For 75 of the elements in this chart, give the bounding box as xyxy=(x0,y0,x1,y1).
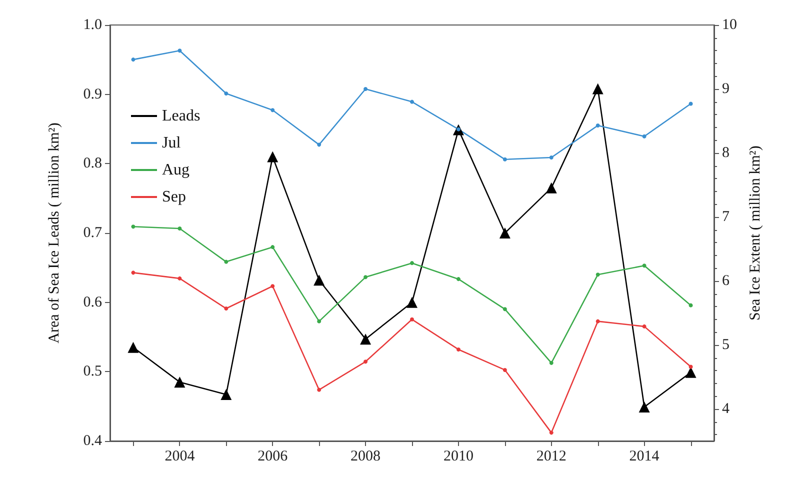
y2-tick-label: 7 xyxy=(722,209,730,225)
legend-label: Sep xyxy=(162,188,186,206)
y-tick-label: 0.4 xyxy=(83,433,102,449)
y-tick-label: 1.0 xyxy=(83,17,102,33)
point xyxy=(317,142,322,147)
x-tick-label: 2014 xyxy=(629,448,660,464)
point xyxy=(270,284,275,288)
y-tick-label: 0.6 xyxy=(83,294,102,310)
point xyxy=(131,58,136,62)
point xyxy=(364,275,368,280)
point xyxy=(549,430,554,435)
point xyxy=(456,347,460,352)
point xyxy=(224,260,228,264)
point xyxy=(317,319,322,324)
legend-label: Leads xyxy=(162,108,200,124)
point xyxy=(642,264,646,268)
point xyxy=(364,87,368,91)
point xyxy=(642,324,646,328)
y-tick-label: 0.7 xyxy=(83,225,102,241)
point xyxy=(642,134,646,138)
y-axis-title: Area of Sea Ice Leads ( million km²) xyxy=(46,122,62,344)
x-tick-label: 2012 xyxy=(536,448,566,464)
point xyxy=(549,360,554,365)
point xyxy=(270,108,275,112)
y-tick-label: 0.5 xyxy=(83,364,102,380)
y2-tick-label: 6 xyxy=(722,273,730,289)
y2-axis-title: Sea Ice Extent ( million km²) xyxy=(747,146,764,320)
point xyxy=(267,151,278,162)
y-tick-label: 0.8 xyxy=(83,156,102,172)
point xyxy=(224,306,228,311)
point xyxy=(410,317,414,322)
point xyxy=(178,276,182,280)
point xyxy=(499,228,510,238)
point xyxy=(131,224,136,229)
point xyxy=(596,319,600,324)
point xyxy=(688,364,693,369)
point xyxy=(317,388,322,392)
point xyxy=(364,360,368,364)
point xyxy=(688,102,693,106)
point xyxy=(410,100,414,104)
point xyxy=(128,342,139,353)
point xyxy=(592,83,604,94)
point xyxy=(314,274,325,286)
y2-tick-label: 8 xyxy=(722,145,730,161)
y2-tick-label: 10 xyxy=(722,17,737,33)
y2-tick-label: 4 xyxy=(722,401,730,417)
point xyxy=(638,402,650,413)
y2-tick-label: 5 xyxy=(722,337,730,353)
point xyxy=(410,261,414,266)
legend-label: Aug xyxy=(162,162,190,178)
point xyxy=(178,48,182,53)
x-tick-label: 2010 xyxy=(443,448,474,464)
point xyxy=(502,307,507,312)
point xyxy=(456,277,460,282)
y-tick-label: 0.9 xyxy=(83,86,102,102)
x-tick-label: 2008 xyxy=(350,448,381,464)
point xyxy=(549,155,554,160)
point xyxy=(406,296,418,308)
point xyxy=(174,376,186,388)
point xyxy=(596,272,600,277)
point xyxy=(360,334,372,345)
point xyxy=(688,303,693,308)
point xyxy=(502,157,507,162)
point xyxy=(131,270,136,275)
point xyxy=(546,182,557,194)
x-tick-label: 2004 xyxy=(164,448,196,464)
point xyxy=(224,91,228,96)
point xyxy=(596,123,600,128)
x-tick-label: 2006 xyxy=(258,448,288,464)
point xyxy=(220,389,232,400)
y2-tick-label: 9 xyxy=(722,81,730,97)
legend-label: Jul xyxy=(162,134,182,152)
point xyxy=(178,226,182,231)
point xyxy=(270,245,275,250)
point xyxy=(502,368,507,372)
